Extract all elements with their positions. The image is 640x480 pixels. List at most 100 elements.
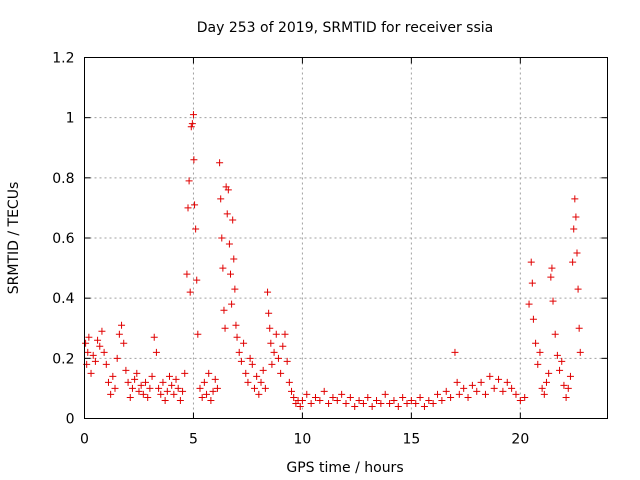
data-point xyxy=(285,378,293,386)
data-point xyxy=(425,396,433,404)
data-point xyxy=(532,339,540,347)
data-point xyxy=(111,384,119,392)
data-point xyxy=(368,402,376,410)
data-point xyxy=(290,393,298,401)
data-point xyxy=(342,399,350,407)
data-point xyxy=(412,399,420,407)
data-point xyxy=(109,372,117,380)
data-point xyxy=(420,402,428,410)
data-point xyxy=(283,357,291,365)
data-point xyxy=(551,330,559,338)
data-point xyxy=(246,354,254,362)
data-point xyxy=(230,255,238,263)
data-point xyxy=(155,384,163,392)
data-point xyxy=(564,384,572,392)
data-point xyxy=(146,384,154,392)
data-point xyxy=(307,399,315,407)
data-point xyxy=(399,393,407,401)
data-point xyxy=(137,381,145,389)
data-point xyxy=(221,324,229,332)
data-point xyxy=(207,396,215,404)
data-point xyxy=(516,396,524,404)
data-point xyxy=(104,378,112,386)
data-point xyxy=(499,387,507,395)
data-point xyxy=(521,393,529,401)
data-point xyxy=(279,342,287,350)
data-point xyxy=(227,270,235,278)
data-point xyxy=(570,225,578,233)
data-point xyxy=(455,390,463,398)
data-point xyxy=(359,399,367,407)
data-point xyxy=(157,390,165,398)
data-point xyxy=(560,381,568,389)
data-point xyxy=(217,195,225,203)
data-point xyxy=(556,366,564,374)
data-point xyxy=(257,378,265,386)
data-point xyxy=(545,369,553,377)
data-point xyxy=(142,378,150,386)
data-point xyxy=(237,357,245,365)
data-point xyxy=(150,333,158,341)
data-point xyxy=(486,372,494,380)
data-point xyxy=(148,372,156,380)
y-axis-ticks: 0 0.2 0.4 0.6 0.8 1 1.2 xyxy=(52,51,608,428)
data-point xyxy=(338,390,346,398)
y-tick-label: 0.8 xyxy=(52,171,74,187)
data-point xyxy=(377,399,385,407)
data-point xyxy=(102,360,110,368)
data-point xyxy=(464,393,472,401)
data-point xyxy=(205,369,213,377)
data-point xyxy=(84,348,92,356)
data-point xyxy=(96,342,104,350)
data-point xyxy=(451,348,459,356)
data-point xyxy=(528,279,536,287)
data-point xyxy=(248,360,256,368)
data-point xyxy=(569,258,577,266)
data-point xyxy=(220,306,228,314)
data-point xyxy=(288,387,296,395)
data-point xyxy=(394,402,402,410)
x-tick-label: 10 xyxy=(294,432,312,448)
data-point xyxy=(118,321,126,329)
data-point xyxy=(325,399,333,407)
data-point xyxy=(89,351,97,359)
data-point xyxy=(216,159,224,167)
data-point xyxy=(416,393,424,401)
data-point xyxy=(434,390,442,398)
data-point xyxy=(135,387,143,395)
data-point xyxy=(189,111,197,119)
data-point xyxy=(244,378,252,386)
data-point xyxy=(468,381,476,389)
data-point xyxy=(261,384,269,392)
data-point xyxy=(316,396,324,404)
data-point xyxy=(122,366,130,374)
y-tick-label: 0.2 xyxy=(52,351,74,367)
data-point xyxy=(185,177,193,185)
data-point xyxy=(270,348,278,356)
data-point xyxy=(538,384,546,392)
data-point xyxy=(277,369,285,377)
data-point xyxy=(165,372,173,380)
data-point xyxy=(407,396,415,404)
data-point xyxy=(534,360,542,368)
data-point xyxy=(219,264,227,272)
data-point xyxy=(233,333,241,341)
data-point xyxy=(223,210,231,218)
data-point xyxy=(390,396,398,404)
data-point xyxy=(460,384,468,392)
data-point xyxy=(572,213,580,221)
data-point xyxy=(477,378,485,386)
data-point xyxy=(161,396,169,404)
y-tick-label: 1 xyxy=(66,111,75,127)
data-point xyxy=(298,396,306,404)
data-point xyxy=(266,324,274,332)
data-point xyxy=(107,390,115,398)
x-tick-label: 15 xyxy=(402,432,420,448)
data-point xyxy=(549,297,557,305)
data-point xyxy=(183,270,191,278)
data-point xyxy=(224,186,232,194)
data-point xyxy=(190,156,198,164)
x-tick-label: 20 xyxy=(511,432,529,448)
data-point xyxy=(442,387,450,395)
data-point xyxy=(211,375,219,383)
